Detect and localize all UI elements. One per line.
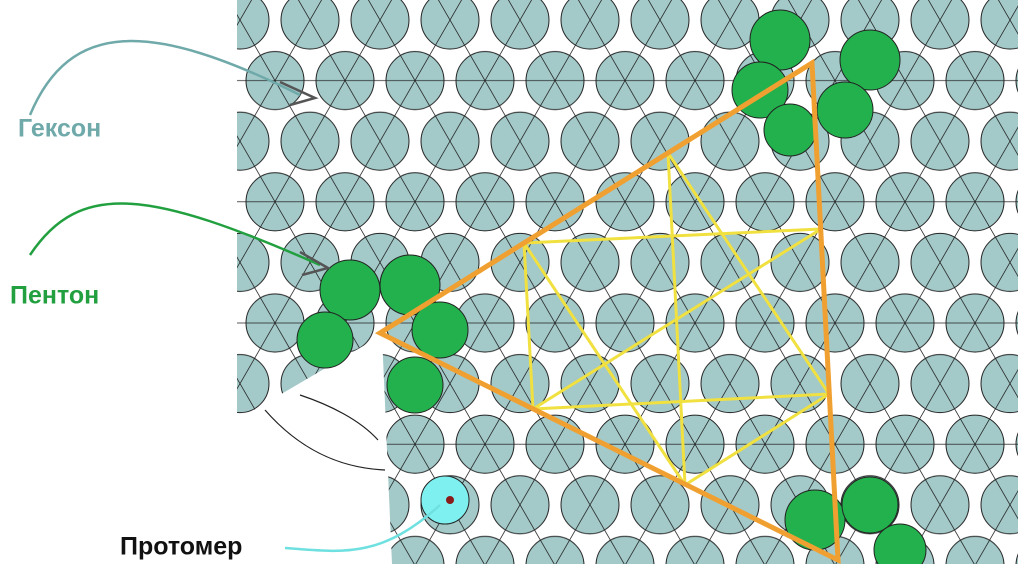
capsid-lattice: [237, 0, 1018, 564]
face-triangle: [374, 58, 841, 564]
hexon-label: Гексон: [18, 115, 101, 143]
protomer-dot: [446, 496, 454, 504]
protomer-mark: [420, 475, 470, 525]
protomer-label: Протомер: [120, 533, 242, 561]
grid-lines: [522, 152, 831, 487]
pentons: [296, 9, 927, 564]
angle-arcs: [264, 394, 386, 471]
pointer-curves: [28, 39, 441, 553]
penton-label: Пентон: [10, 282, 99, 310]
